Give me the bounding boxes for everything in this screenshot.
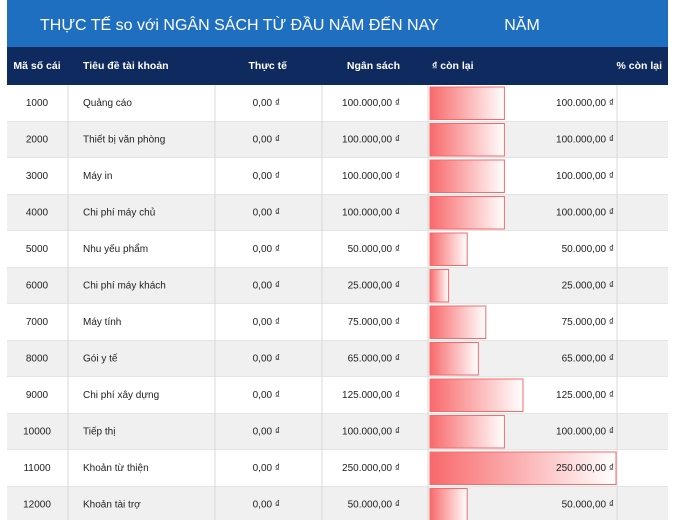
column-header: Tiêu đề tài khoản (83, 60, 169, 72)
account: Chi phí máy khách (83, 280, 166, 291)
budget: 25.000,00 ₫ (348, 280, 400, 291)
row-background (7, 158, 668, 195)
row-background (7, 267, 668, 304)
remaining: 25.000,00 ₫ (562, 280, 614, 291)
remaining: 100.000,00 ₫ (556, 98, 614, 109)
actual: 0,00 ₫ (253, 317, 280, 328)
actual: 0,00 ₫ (253, 463, 280, 474)
row-background (7, 85, 668, 122)
code: 12000 (23, 499, 51, 510)
data-bar (429, 305, 487, 339)
account: Gói y tế (83, 352, 118, 364)
code: 11000 (23, 463, 51, 474)
data-bar (429, 232, 468, 266)
row-background (7, 340, 668, 377)
budget: 100.000,00 ₫ (342, 134, 400, 145)
budget: 100.000,00 ₫ (342, 426, 400, 437)
row-background (7, 194, 668, 231)
account: Chi phí xây dựng (83, 390, 159, 401)
budget: 100.000,00 ₫ (342, 207, 400, 218)
account: Thiết bị văn phòng (83, 133, 165, 145)
data-bar (429, 86, 505, 120)
code: 7000 (26, 317, 49, 328)
account: Nhu yếu phẩm (83, 243, 148, 255)
remaining: 125.000,00 ₫ (556, 390, 614, 401)
remaining: 65.000,00 ₫ (562, 353, 614, 364)
actual: 0,00 ₫ (253, 134, 280, 145)
budget: 50.000,00 ₫ (348, 244, 400, 255)
remaining: 75.000,00 ₫ (562, 317, 614, 328)
column-header: Thực tế (248, 60, 287, 72)
remaining: 250.000,00 ₫ (556, 463, 614, 474)
column-header: Ngân sách (347, 60, 400, 72)
remaining: 100.000,00 ₫ (556, 426, 614, 437)
budget: 50.000,00 ₫ (348, 499, 400, 510)
actual: 0,00 ₫ (253, 171, 280, 182)
remaining: 100.000,00 ₫ (556, 207, 614, 218)
actual: 0,00 ₫ (253, 98, 280, 109)
data-bar (429, 488, 468, 520)
header-row (7, 47, 668, 85)
actual: 0,00 ₫ (253, 280, 280, 291)
row-background (7, 413, 668, 450)
code: 10000 (23, 426, 51, 437)
code: 9000 (26, 390, 49, 401)
row-background (7, 486, 668, 520)
title: THỰC TẾ so với NGÂN SÁCH TỪ ĐẦU NĂM ĐẾN … (40, 15, 439, 34)
row-background (7, 231, 668, 268)
actual: 0,00 ₫ (253, 244, 280, 255)
account: Tiếp thị (83, 425, 115, 437)
remaining: 50.000,00 ₫ (562, 499, 614, 510)
code: 3000 (26, 171, 49, 182)
code: 5000 (26, 244, 49, 255)
code: 8000 (26, 353, 49, 364)
data-bar (429, 123, 505, 157)
data-bar (429, 378, 524, 412)
row-background (7, 377, 668, 414)
account: Quảng cáo (83, 98, 132, 109)
data-bar (429, 451, 617, 485)
actual: 0,00 ₫ (253, 353, 280, 364)
account: Máy in (83, 171, 112, 182)
period: NĂM (504, 15, 540, 34)
account: Khoản tài trợ (83, 499, 141, 510)
data-bar (429, 415, 505, 449)
actual: 0,00 ₫ (253, 426, 280, 437)
row-background (7, 121, 668, 158)
code: 4000 (26, 207, 49, 218)
row-background (7, 304, 668, 341)
column-header: % còn lại (616, 60, 662, 72)
column-header: Mã số cái (13, 60, 60, 72)
actual: 0,00 ₫ (253, 390, 280, 401)
data-bar (429, 159, 505, 193)
code: 2000 (26, 134, 49, 145)
data-bar (429, 342, 479, 376)
actual: 0,00 ₫ (253, 207, 280, 218)
data-bar (429, 269, 450, 303)
budget: 100.000,00 ₫ (342, 171, 400, 182)
account: Máy tính (83, 317, 121, 328)
code: 6000 (26, 280, 49, 291)
title-band (7, 0, 668, 47)
budget: 250.000,00 ₫ (342, 463, 400, 474)
budget: 75.000,00 ₫ (348, 317, 400, 328)
data-bar (429, 196, 505, 230)
code: 1000 (26, 98, 49, 109)
budget: 100.000,00 ₫ (342, 98, 400, 109)
column-header: ₫ còn lại (432, 60, 474, 72)
account: Khoản từ thiện (83, 463, 149, 474)
account: Chi phí máy chủ (83, 206, 155, 218)
remaining: 100.000,00 ₫ (556, 171, 614, 182)
remaining: 100.000,00 ₫ (556, 134, 614, 145)
actual: 0,00 ₫ (253, 499, 280, 510)
budget: 65.000,00 ₫ (348, 353, 400, 364)
remaining: 50.000,00 ₫ (562, 244, 614, 255)
budget: 125.000,00 ₫ (342, 390, 400, 401)
